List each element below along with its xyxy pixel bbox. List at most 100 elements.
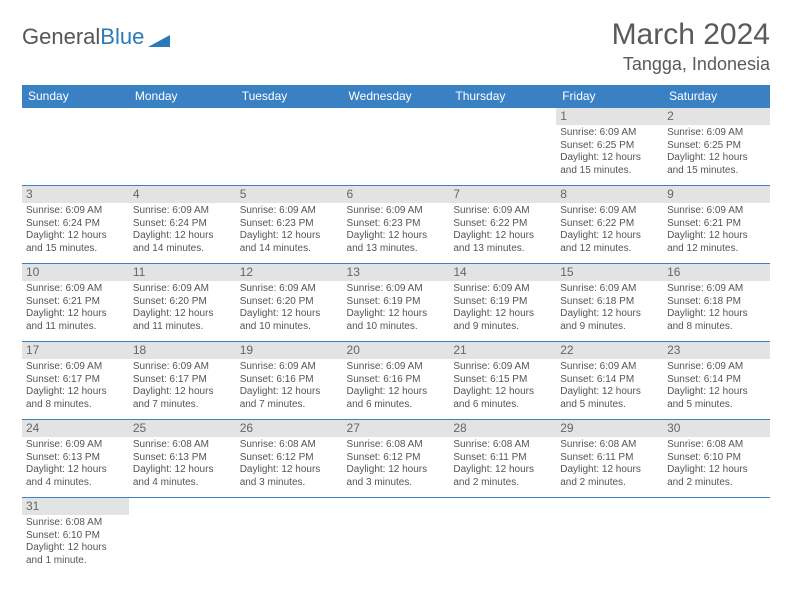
day-number: 13 [343,264,450,281]
day-header: Wednesday [343,85,450,108]
day-details: Sunrise: 6:09 AMSunset: 6:16 PMDaylight:… [240,361,339,411]
day-number: 28 [449,420,556,437]
day-details: Sunrise: 6:09 AMSunset: 6:14 PMDaylight:… [560,361,659,411]
day-cell: 4Sunrise: 6:09 AMSunset: 6:24 PMDaylight… [129,186,236,264]
day-details: Sunrise: 6:09 AMSunset: 6:18 PMDaylight:… [667,283,766,333]
brand-part1: General [22,24,100,50]
day-number: 1 [556,108,663,125]
empty-cell [663,498,770,576]
week-row: 10 Sunrise: 6:09 AMSunset: 6:21 PMDayligh… [22,264,770,342]
day-details: Sunrise: 6:09 AMSunset: 6:22 PMDaylight:… [560,205,659,255]
day-number: 6 [343,186,450,203]
empty-cell [343,108,450,186]
day-number: 12 [236,264,343,281]
day-cell: 16 Sunrise: 6:09 AMSunset: 6:18 PMDayligh… [663,264,770,342]
day-cell: 21Sunrise: 6:09 AMSunset: 6:15 PMDayligh… [449,342,556,420]
day-details: Sunrise: 6:09 AMSunset: 6:23 PMDaylight:… [240,205,339,255]
day-details: Sunrise: 6:09 AMSunset: 6:22 PMDaylight:… [453,205,552,255]
day-details: Sunrise: 6:09 AMSunset: 6:23 PMDaylight:… [347,205,446,255]
day-number: 3 [22,186,129,203]
day-number: 22 [556,342,663,359]
day-cell: 12 Sunrise: 6:09 AMSunset: 6:20 PMDayligh… [236,264,343,342]
empty-cell [236,498,343,576]
day-details: Sunrise: 6:09 AMSunset: 6:20 PMDaylight:… [133,283,232,333]
day-cell: 2 Sunrise: 6:09 AMSunset: 6:25 PMDaylight… [663,108,770,186]
day-cell: 20Sunrise: 6:09 AMSunset: 6:16 PMDayligh… [343,342,450,420]
day-details: Sunrise: 6:09 AMSunset: 6:21 PMDaylight:… [26,283,125,333]
day-header: Tuesday [236,85,343,108]
day-number: 18 [129,342,236,359]
day-number: 27 [343,420,450,437]
day-cell: 6 Sunrise: 6:09 AMSunset: 6:23 PMDaylight… [343,186,450,264]
day-cell: 14Sunrise: 6:09 AMSunset: 6:19 PMDayligh… [449,264,556,342]
day-number: 16 [663,264,770,281]
day-details: Sunrise: 6:08 AMSunset: 6:12 PMDaylight:… [240,439,339,489]
empty-cell [449,498,556,576]
day-number: 2 [663,108,770,125]
day-cell: 29 Sunrise: 6:08 AMSunset: 6:11 PMDayligh… [556,420,663,498]
day-details: Sunrise: 6:09 AMSunset: 6:20 PMDaylight:… [240,283,339,333]
day-cell: 28 Sunrise: 6:08 AMSunset: 6:11 PMDayligh… [449,420,556,498]
day-cell: 1Sunrise: 6:09 AMSunset: 6:25 PMDaylight… [556,108,663,186]
title-block: March 2024 Tangga, Indonesia [612,18,770,75]
day-cell: 23Sunrise: 6:09 AMSunset: 6:14 PMDayligh… [663,342,770,420]
day-cell: 9Sunrise: 6:09 AMSunset: 6:21 PMDaylight… [663,186,770,264]
brand-part2: Blue [100,24,144,50]
day-cell: 17Sunrise: 6:09 AMSunset: 6:17 PMDayligh… [22,342,129,420]
day-details: Sunrise: 6:08 AMSunset: 6:12 PMDaylight:… [347,439,446,489]
brand-logo: GeneralBlue [22,24,170,50]
day-details: Sunrise: 6:08 AMSunset: 6:11 PMDaylight:… [560,439,659,489]
day-header: Friday [556,85,663,108]
day-number: 11 [129,264,236,281]
day-cell: 26Sunrise: 6:08 AMSunset: 6:12 PMDayligh… [236,420,343,498]
flag-icon [148,29,170,45]
day-details: Sunrise: 6:09 AMSunset: 6:24 PMDaylight:… [133,205,232,255]
week-row: 31 Sunrise: 6:08 AMSunset: 6:10 PMDayligh… [22,498,770,576]
day-number: 10 [22,264,129,281]
day-cell: 22 Sunrise: 6:09 AMSunset: 6:14 PMDayligh… [556,342,663,420]
day-number: 25 [129,420,236,437]
day-header: Monday [129,85,236,108]
empty-cell [343,498,450,576]
empty-cell [236,108,343,186]
day-cell: 18Sunrise: 6:09 AMSunset: 6:17 PMDayligh… [129,342,236,420]
day-cell: 3Sunrise: 6:09 AMSunset: 6:24 PMDaylight… [22,186,129,264]
day-header: Thursday [449,85,556,108]
day-number: 15 [556,264,663,281]
day-cell: 19 Sunrise: 6:09 AMSunset: 6:16 PMDayligh… [236,342,343,420]
day-cell: 11 Sunrise: 6:09 AMSunset: 6:20 PMDayligh… [129,264,236,342]
empty-cell [129,108,236,186]
day-cell: 7 Sunrise: 6:09 AMSunset: 6:22 PMDaylight… [449,186,556,264]
day-details: Sunrise: 6:08 AMSunset: 6:11 PMDaylight:… [453,439,552,489]
day-cell: 30Sunrise: 6:08 AMSunset: 6:10 PMDayligh… [663,420,770,498]
day-details: Sunrise: 6:09 AMSunset: 6:18 PMDaylight:… [560,283,659,333]
day-details: Sunrise: 6:09 AMSunset: 6:17 PMDaylight:… [26,361,125,411]
location: Tangga, Indonesia [612,54,770,75]
day-number: 21 [449,342,556,359]
day-number: 7 [449,186,556,203]
day-number: 5 [236,186,343,203]
empty-cell [449,108,556,186]
day-number: 9 [663,186,770,203]
week-row: 1Sunrise: 6:09 AMSunset: 6:25 PMDaylight… [22,108,770,186]
day-number: 30 [663,420,770,437]
day-number: 31 [22,498,129,515]
month-title: March 2024 [612,18,770,52]
day-details: Sunrise: 6:08 AMSunset: 6:10 PMDaylight:… [26,517,125,567]
day-details: Sunrise: 6:09 AMSunset: 6:19 PMDaylight:… [347,283,446,333]
day-number: 24 [22,420,129,437]
calendar-table: SundayMondayTuesdayWednesdayThursdayFrid… [22,85,770,576]
day-header: Sunday [22,85,129,108]
day-cell: 25 Sunrise: 6:08 AMSunset: 6:13 PMDayligh… [129,420,236,498]
day-number: 8 [556,186,663,203]
day-details: Sunrise: 6:09 AMSunset: 6:25 PMDaylight:… [667,127,766,177]
empty-cell [556,498,663,576]
day-number: 19 [236,342,343,359]
day-details: Sunrise: 6:08 AMSunset: 6:13 PMDaylight:… [133,439,232,489]
day-number: 29 [556,420,663,437]
header: GeneralBlue March 2024 Tangga, Indonesia [22,18,770,75]
day-header: Saturday [663,85,770,108]
empty-cell [22,108,129,186]
calendar-body: 1Sunrise: 6:09 AMSunset: 6:25 PMDaylight… [22,108,770,576]
day-number: 23 [663,342,770,359]
